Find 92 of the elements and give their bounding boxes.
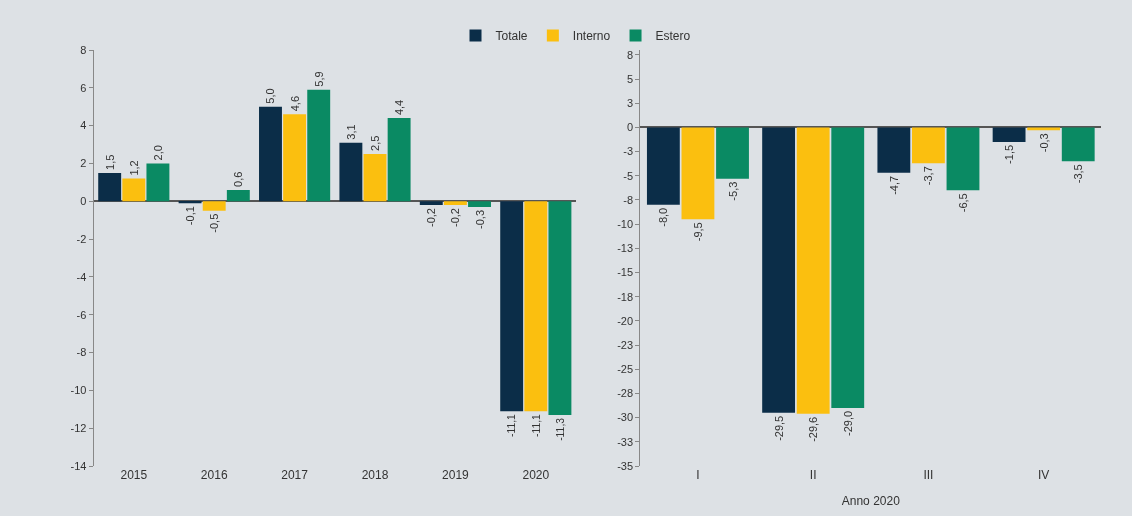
bar [363,154,387,202]
legend-label: Interno [572,29,611,44]
bar [548,201,572,415]
data-label: 2,5 [369,135,381,151]
bar [307,89,331,202]
data-label: -8,0 [657,207,670,227]
data-label: 2,0 [151,145,164,161]
legend-label: Estero [655,29,691,44]
y-tick-label: -28 [617,387,634,400]
data-label: 0,6 [232,171,245,187]
y-tick-label: -18 [617,290,634,303]
x-tick-label: 2019 [442,468,470,482]
y-tick-label: 6 [80,81,87,94]
x-tick-label: 2018 [361,468,389,482]
y-tick-label: -10 [70,384,87,397]
y-tick-label: 0 [626,121,634,134]
y-tick-label: -23 [617,338,634,351]
data-label: -29,6 [807,416,820,442]
legend-label: Totale [495,29,528,44]
y-tick-label: -2 [76,232,87,245]
data-label: -6,5 [956,193,969,213]
y-tick-label: 0 [80,195,87,208]
bar [468,201,491,207]
bar [387,118,411,202]
y-tick-label: -30 [617,411,634,424]
y-tick-label: -10 [617,217,634,230]
x-tick-label: III [923,468,934,482]
data-label: -11,3 [554,417,566,441]
data-label: -3,5 [1072,164,1085,184]
y-tick-label: 8 [80,43,87,56]
y-tick-label: 2 [80,157,87,170]
data-label: -29,5 [772,415,785,441]
y-tick-label: -20 [617,314,634,327]
bar [259,106,282,202]
y-tick-label: -15 [617,266,634,279]
data-label: -9,5 [691,222,704,242]
y-tick-label: 3 [626,97,634,110]
bar [146,163,170,202]
y-tick-label: 4 [80,119,87,132]
x-tick-label: 2020 [522,468,550,482]
y-tick-label: -5 [623,169,634,182]
bar [419,201,443,206]
bar [339,142,363,202]
data-label: -0,3 [473,209,486,229]
bar [202,201,226,211]
y-tick-label: -14 [70,459,87,472]
data-label: -1,5 [1003,144,1016,164]
data-label: 4,6 [288,95,301,112]
y-tick-label: -33 [617,435,634,448]
data-label: -5,3 [726,181,739,201]
x-tick-label: 2017 [281,468,309,482]
y-tick-label: -6 [76,308,87,321]
x-tick-label: IV [1037,468,1050,482]
data-label: -0,2 [449,208,462,228]
y-tick-label: 5 [626,72,634,85]
x-tick-label: II [809,468,817,482]
y-tick-label: -3 [623,145,634,158]
y-tick-label: -8 [76,346,87,359]
y-tick-label: -4 [76,270,87,283]
data-label: -0,1 [184,206,197,226]
x-axis-title: Anno 2020 [841,493,901,508]
data-label: -29,0 [841,410,854,437]
data-label: -0,5 [208,213,221,233]
data-label: -11,1 [530,413,542,438]
bar [98,172,122,202]
data-label: 5,9 [312,71,325,87]
bar [500,201,524,412]
y-tick-label: -12 [70,422,87,435]
bar [122,178,146,202]
data-label: 4,4 [393,99,406,116]
bar [524,201,548,412]
data-label: -11,1 [506,413,518,438]
y-tick-label: -8 [623,193,634,206]
data-label: 3,1 [344,124,357,140]
y-tick-label: -25 [617,363,634,376]
y-tick-label: -13 [617,242,634,255]
x-tick-label: 2016 [200,468,228,482]
x-tick-label: I [696,468,700,482]
y-tick-label: 8 [626,48,634,61]
data-label: 1,5 [103,154,116,170]
data-label: -0,3 [1037,133,1050,153]
bar [226,189,250,202]
x-tick-label: 2015 [120,468,148,482]
y-tick-label: -35 [617,459,634,472]
bar [283,114,307,202]
data-label: -4,7 [887,175,900,195]
data-label: -0,2 [425,208,438,228]
data-label: 5,0 [264,88,277,104]
bar [178,201,202,204]
bar [443,201,467,206]
data-label: 1,2 [127,160,140,176]
data-label: -3,7 [922,166,935,186]
